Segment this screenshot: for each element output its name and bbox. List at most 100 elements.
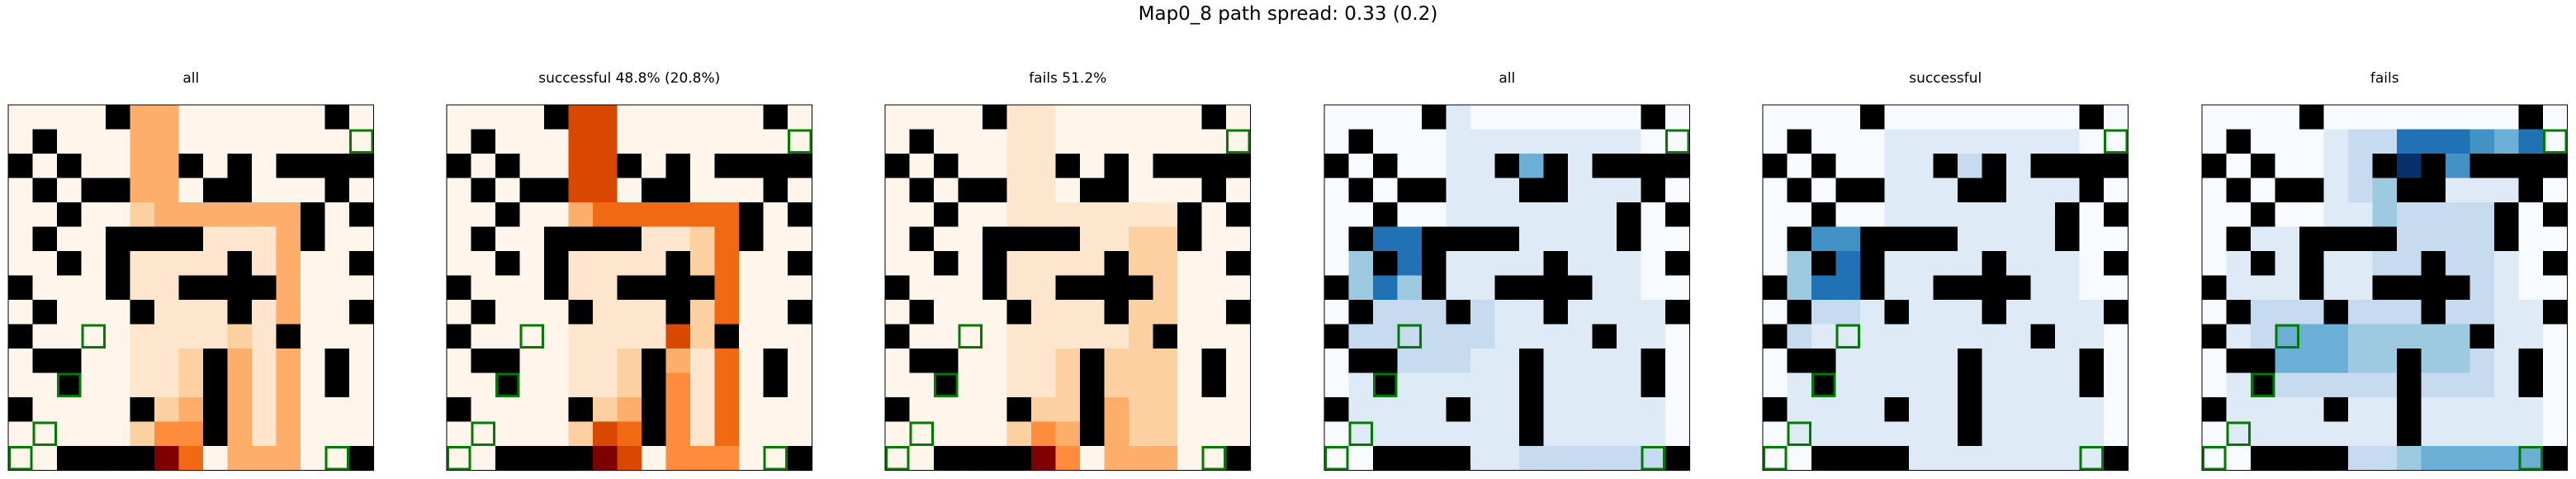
- heat-cell: [1909, 202, 1934, 228]
- heat-cell: [471, 251, 496, 277]
- wall-cell: [1177, 226, 1203, 252]
- heat-cell: [1373, 105, 1399, 130]
- heat-cell: [1494, 349, 1520, 374]
- heat-cell: [909, 421, 935, 447]
- heat-cell: [2446, 226, 2471, 252]
- wall-cell: [2469, 154, 2495, 179]
- wall-cell: [885, 275, 911, 301]
- heat-cell: [1129, 178, 1154, 203]
- wall-cell: [934, 372, 959, 398]
- heat-cell: [1446, 349, 1471, 374]
- wall-cell: [2299, 446, 2325, 472]
- heat-cell: [763, 226, 788, 252]
- wall-cell: [203, 349, 229, 374]
- heat-cell: [885, 349, 911, 374]
- heat-cell: [178, 397, 204, 423]
- heat-cell: [1080, 446, 1106, 472]
- heat-cell: [252, 421, 277, 447]
- wall-cell: [495, 202, 521, 228]
- heat-cell: [763, 324, 788, 349]
- heat-cell: [568, 372, 594, 398]
- wall-cell: [909, 129, 935, 154]
- heat-cell: [909, 275, 935, 301]
- wall-cell: [1958, 349, 1983, 374]
- wall-cell: [909, 178, 935, 203]
- wall-cell: [642, 397, 667, 423]
- marked-cell: [885, 446, 910, 471]
- heat-cell: [2202, 226, 2228, 252]
- heat-cell: [2518, 202, 2544, 228]
- heatmap-panel-6: fails: [2201, 70, 2569, 472]
- heat-cell: [1543, 446, 1569, 472]
- heat-cell: [1617, 349, 1642, 374]
- heat-cell: [690, 154, 716, 179]
- wall-cell: [227, 178, 253, 203]
- heat-cell: [665, 349, 691, 374]
- heat-cell: [1787, 105, 1812, 130]
- wall-cell: [1055, 226, 1081, 252]
- wall-cell: [1373, 372, 1399, 398]
- heat-cell: [2421, 324, 2446, 349]
- wall-cell: [1519, 349, 1545, 374]
- heat-cell: [349, 178, 375, 203]
- wall-cell: [1519, 178, 1545, 203]
- heat-cell: [81, 129, 107, 154]
- heat-cell: [1470, 372, 1496, 398]
- wall-cell: [495, 349, 521, 374]
- heat-cell: [1031, 421, 1057, 447]
- heat-cell: [1397, 275, 1423, 301]
- heat-cell: [2494, 349, 2520, 374]
- heat-cell: [2299, 202, 2325, 228]
- heat-cell: [1617, 421, 1642, 447]
- heat-cell: [1909, 372, 1934, 398]
- wall-cell: [1373, 154, 1399, 179]
- heat-cell: [958, 154, 983, 179]
- wall-cell: [1104, 154, 1129, 179]
- wall-cell: [349, 202, 375, 228]
- heat-cell: [1860, 349, 1886, 374]
- heat-cell: [983, 324, 1008, 349]
- marked-cell: [495, 372, 520, 397]
- heat-cell: [714, 421, 740, 447]
- heat-cell: [2202, 129, 2228, 154]
- heat-cell: [1226, 324, 1252, 349]
- wall-cell: [983, 226, 1008, 252]
- heat-cell: [2006, 129, 2032, 154]
- heat-cell: [1348, 154, 1374, 179]
- wall-cell: [324, 154, 350, 179]
- heat-cell: [1665, 397, 1691, 423]
- heat-cell: [1884, 372, 1910, 398]
- wall-cell: [1860, 105, 1886, 130]
- heat-cell: [1153, 178, 1178, 203]
- heat-cell: [2518, 275, 2544, 301]
- heat-cell: [2275, 129, 2300, 154]
- heat-cell: [958, 202, 983, 228]
- wall-cell: [983, 446, 1008, 472]
- heat-cell: [2275, 275, 2300, 301]
- heat-cell: [2348, 251, 2374, 277]
- heat-cell: [934, 324, 959, 349]
- heat-cell: [252, 202, 277, 228]
- heat-cell: [763, 421, 788, 447]
- heat-cell: [885, 202, 911, 228]
- heat-cell: [1494, 202, 1520, 228]
- heat-cell: [1787, 446, 1812, 472]
- heat-cell: [1348, 202, 1374, 228]
- heat-cell: [1324, 202, 1350, 228]
- heat-cell: [983, 202, 1008, 228]
- heat-cell: [8, 178, 34, 203]
- panel-frame: [1762, 104, 2129, 471]
- wall-cell: [2543, 202, 2569, 228]
- heat-cell: [1153, 105, 1178, 130]
- heat-cell: [81, 275, 107, 301]
- heat-cell: [471, 202, 496, 228]
- heat-cell: [983, 349, 1008, 374]
- heat-cell: [788, 397, 813, 423]
- heat-cell: [1982, 446, 2007, 472]
- heat-cell: [178, 446, 204, 472]
- wall-cell: [2079, 349, 2105, 374]
- wall-cell: [203, 372, 229, 398]
- panel-frame: [446, 104, 812, 471]
- heat-cell: [1348, 397, 1374, 423]
- heat-cell: [1787, 202, 1812, 228]
